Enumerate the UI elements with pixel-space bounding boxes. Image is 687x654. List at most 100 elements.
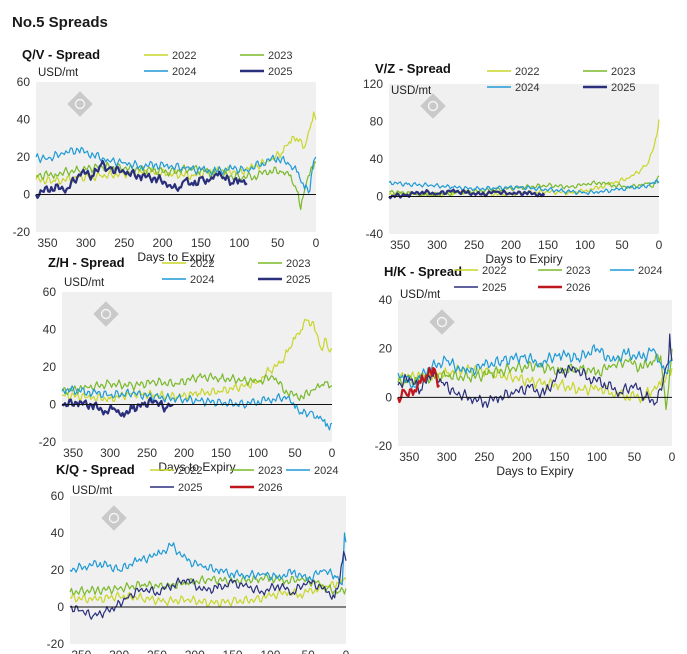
x-tick-label: 300 [100,446,120,460]
svg-text:2023: 2023 [258,465,282,477]
chart-zh-spread: Z/H - Spread USD/mt 60 40 20 0 -20 350 300 250 200… [30,250,345,474]
svg-text:2022: 2022 [190,258,214,270]
x-axis-title: Days to Expiry [485,252,562,266]
y-tick-label: 40 [51,526,65,540]
y-tick-label: -20 [375,439,393,453]
y-tick-label: 80 [370,115,384,129]
x-tick-label: 300 [437,450,457,464]
svg-text:2023: 2023 [566,265,590,277]
x-tick-label: 300 [76,236,96,250]
legend-item-2025: 2025 [583,82,635,94]
legend-item-2025: 2025 [258,274,310,286]
x-tick-label: 350 [63,446,83,460]
watermark-logo-icon [420,93,446,119]
legend-item-2023: 2023 [240,50,292,62]
series-line-2025 [397,333,673,408]
y-unit-label: USD/mt [64,277,105,289]
x-tick-label: 0 [329,446,336,460]
x-tick-label: 0 [313,236,320,250]
series-line-2022 [35,111,317,185]
chart-title: Z/H - Spread [48,255,125,270]
chart-kq-spread: K/Q - SpreadUSD/mt6040200-20350300250200… [40,460,355,654]
x-tick-label: 50 [271,236,285,250]
x-tick-label: 350 [71,648,91,654]
x-tick-label: 350 [390,238,410,252]
series-line-2025 [34,159,248,199]
x-tick-label: 350 [399,450,419,464]
y-tick-label: 0 [49,398,56,412]
x-tick-label: 100 [260,648,280,654]
legend-item-2022: 2022 [454,265,506,277]
svg-text:2024: 2024 [172,66,196,78]
x-tick-label: 50 [302,648,316,654]
series-line-2024 [61,385,333,431]
legend-item-2023: 2023 [538,265,590,277]
y-tick-label: 20 [379,342,393,356]
x-tick-label: 300 [427,238,447,252]
legend-item-2023: 2023 [230,465,282,477]
chart-title: V/Z - Spread [375,61,451,76]
x-tick-label: 250 [114,236,134,250]
svg-text:2023: 2023 [611,66,635,78]
svg-text:2026: 2026 [258,482,282,494]
series-line-2024 [388,178,660,196]
y-tick-label: 0 [23,188,30,202]
x-tick-label: 200 [174,446,194,460]
y-tick-label: 40 [43,323,57,337]
y-tick-label: -40 [366,227,384,241]
x-tick-label: 200 [185,648,205,654]
x-tick-label: 200 [153,236,173,250]
y-unit-label: USD/mt [38,67,79,79]
series-line-2023 [61,372,333,401]
y-tick-label: 120 [363,77,383,91]
y-tick-label: 40 [379,293,393,307]
svg-text:2025: 2025 [611,82,635,94]
y-tick-label: 60 [51,489,65,503]
svg-text:2022: 2022 [172,50,196,62]
y-unit-label: USD/mt [391,85,432,97]
x-axis-title: Days to Expiry [496,464,573,478]
x-tick-label: 250 [147,648,167,654]
x-tick-label: 0 [656,238,663,252]
x-tick-label: 50 [288,446,302,460]
legend-item-2024: 2024 [144,66,196,78]
y-tick-label: -20 [39,435,57,449]
svg-text:2025: 2025 [178,482,202,494]
x-tick-label: 350 [37,236,57,250]
page-title: No.5 Spreads [12,14,108,31]
legend-item-2025: 2025 [150,482,202,494]
y-unit-label: USD/mt [400,289,441,301]
y-tick-label: 0 [385,390,392,404]
y-unit-label: USD/mt [72,485,113,497]
svg-text:2025: 2025 [482,282,506,294]
x-tick-label: 0 [343,648,350,654]
legend-item-2024: 2024 [487,82,539,94]
series-line-2025 [69,550,347,620]
svg-text:2026: 2026 [566,282,590,294]
y-tick-label: -20 [47,637,65,651]
series-line-2023 [69,573,347,596]
y-tick-label: 20 [51,563,65,577]
series-line-2022 [61,318,333,403]
svg-text:2024: 2024 [314,465,338,477]
x-tick-label: 200 [512,450,532,464]
x-tick-label: 50 [628,450,642,464]
chart-qv-spread: Q/V - Spread USD/mt 60 40 20 0 -20 350 300 250 200… [12,42,332,264]
chart-vz-spread: V/Z - Spread USD/mt 120 80 40 0 -40 350 300 250 20… [355,56,673,266]
series-line-2026 [396,366,441,404]
chart-title: H/K - Spread [384,264,462,279]
svg-text:2024: 2024 [190,274,214,286]
svg-text:2022: 2022 [482,265,506,277]
series-line-2024 [69,532,347,586]
legend-item-2026: 2026 [538,282,590,294]
x-tick-label: 150 [191,236,211,250]
svg-text:2024: 2024 [515,82,539,94]
watermark-logo-icon [93,301,119,327]
svg-text:2023: 2023 [268,50,292,62]
chart-title: Q/V - Spread [22,47,100,62]
legend-item-2024: 2024 [162,274,214,286]
y-tick-label: 20 [17,150,31,164]
series-line-2025 [61,397,174,418]
